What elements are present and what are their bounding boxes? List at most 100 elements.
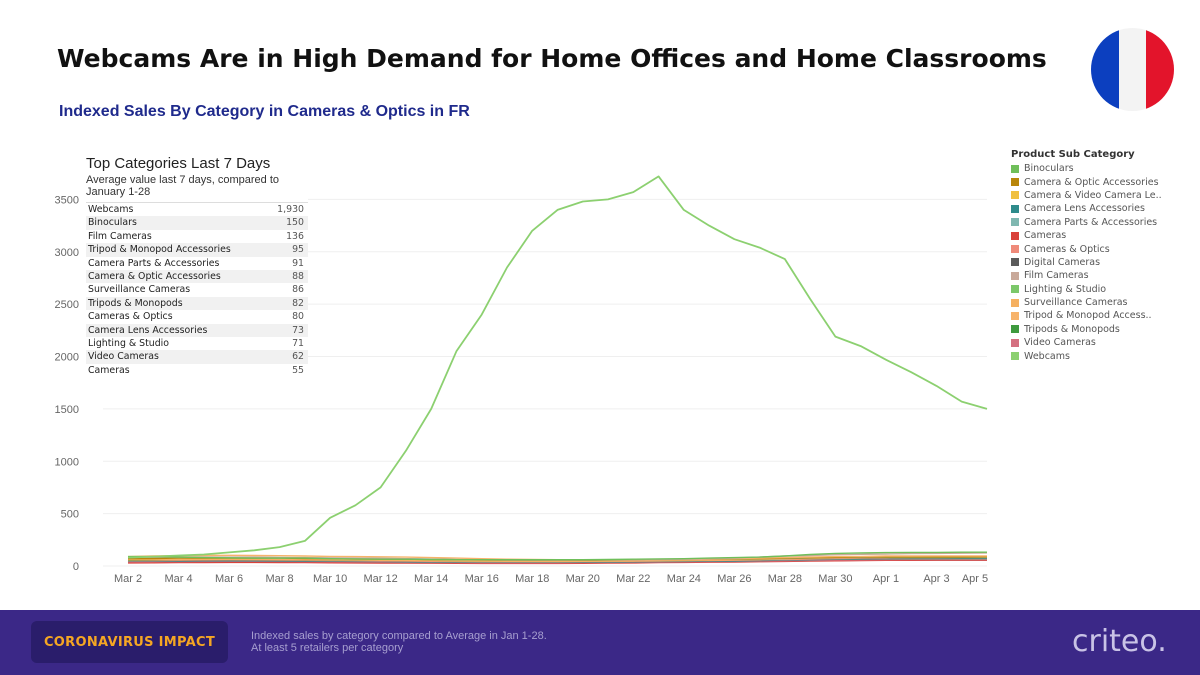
table-row-value: 91: [292, 257, 304, 269]
table-row-value: 88: [292, 270, 304, 282]
top-categories-title: Top Categories Last 7 Days: [86, 155, 271, 172]
table-row-name: Cameras: [88, 364, 130, 376]
coronavirus-impact-badge: CORONAVIRUS IMPACT: [31, 621, 228, 663]
x-tick-label: Mar 8: [266, 573, 294, 585]
table-row-value: 80: [292, 311, 304, 323]
legend-item[interactable]: Lighting & Studio: [1011, 283, 1162, 296]
y-axis: 0 500 1000 1500 2000 2500 3000 3500: [55, 194, 79, 573]
x-tick-label: Mar 24: [667, 573, 701, 585]
x-tick-label: Mar 6: [215, 573, 243, 585]
legend-item[interactable]: Digital Cameras: [1011, 256, 1162, 269]
table-row: Cameras 55: [86, 363, 308, 378]
x-tick-label: Mar 30: [818, 573, 852, 585]
x-tick-label: Apr 3: [923, 573, 949, 585]
table-row-name: Tripod & Monopod Accessories: [88, 244, 231, 256]
table-row: Surveillance Cameras 86: [86, 283, 308, 297]
table-row: Binoculars 150: [86, 216, 308, 230]
legend: Product Sub Category Binoculars Camera & …: [1011, 149, 1162, 363]
table-row: Camera Lens Accessories 73: [86, 323, 308, 337]
table-row-value: 136: [286, 230, 304, 242]
x-tick-label: Mar 20: [566, 573, 600, 585]
legend-label: Film Cameras: [1024, 270, 1089, 282]
legend-item[interactable]: Camera & Video Camera Le..: [1011, 189, 1162, 202]
table-row-value: 71: [292, 337, 304, 349]
table-row-name: Binoculars: [88, 217, 137, 229]
legend-item[interactable]: Surveillance Cameras: [1011, 296, 1162, 309]
table-row: Tripods & Monopods 82: [86, 296, 308, 311]
legend-item[interactable]: Video Cameras: [1011, 336, 1162, 349]
table-row-value: 150: [286, 217, 304, 229]
legend-swatch: [1011, 164, 1019, 173]
table-row-name: Camera & Optic Accessories: [88, 270, 221, 282]
table-row-value: 62: [292, 351, 304, 363]
legend-label: Camera Parts & Accessories: [1024, 216, 1158, 228]
x-tick-label: Mar 22: [616, 573, 650, 585]
table-row-value: 73: [292, 324, 304, 336]
x-tick-label: Mar 16: [465, 573, 499, 585]
legend-label: Tripods & Monopods: [1024, 323, 1120, 335]
legend-items: Binoculars Camera & Optic Accessories Came…: [1011, 162, 1162, 363]
legend-item[interactable]: Tripods & Monopods: [1011, 323, 1162, 336]
table-row: Cameras & Optics 80: [86, 310, 308, 324]
table-row-value: 95: [292, 244, 304, 256]
legend-label: Binoculars: [1024, 163, 1074, 175]
legend-item[interactable]: Camera & Optic Accessories: [1011, 175, 1162, 188]
legend-item[interactable]: Cameras & Optics: [1011, 242, 1162, 255]
legend-item[interactable]: Camera Lens Accessories: [1011, 202, 1162, 215]
x-tick-label: Mar 18: [515, 573, 549, 585]
legend-label: Cameras & Optics: [1024, 243, 1110, 255]
chart-series: [127, 175, 988, 565]
legend-item[interactable]: Tripod & Monopod Access..: [1011, 309, 1162, 322]
legend-swatch: [1011, 285, 1019, 294]
table-row-value: 86: [292, 284, 304, 296]
legend-swatch: [1011, 218, 1019, 227]
series-line-webcams[interactable]: [127, 175, 988, 559]
table-row: Tripod & Monopod Accessories 95: [86, 243, 308, 257]
table-row-name: Lighting & Studio: [88, 337, 170, 349]
legend-label: Cameras: [1024, 230, 1067, 242]
x-tick-label: Mar 26: [717, 573, 751, 585]
legend-swatch: [1011, 191, 1019, 200]
legend-label: Tripod & Monopod Access..: [1024, 310, 1152, 322]
series-line-binoculars[interactable]: [128, 551, 987, 561]
criteo-logo: criteo.: [1072, 624, 1167, 659]
x-tick-label: Mar 12: [364, 573, 398, 585]
table-row: Lighting & Studio 71: [86, 336, 308, 351]
table-row-name: Webcams: [88, 204, 134, 215]
table-row-name: Cameras & Optics: [88, 311, 173, 323]
y-tick-label: 3000: [55, 247, 79, 259]
x-tick-label: Mar 10: [313, 573, 347, 585]
table-row-name: Camera Parts & Accessories: [88, 257, 220, 269]
flag-white-stripe: [1118, 28, 1147, 111]
legend-item[interactable]: Cameras: [1011, 229, 1162, 242]
legend-label: Camera & Video Camera Le..: [1024, 189, 1162, 201]
table-row-name: Video Cameras: [88, 351, 159, 363]
badge-label: CORONAVIRUS IMPACT: [43, 634, 216, 650]
legend-swatch: [1011, 245, 1019, 254]
x-tick-label: Mar 14: [414, 573, 448, 585]
y-tick-label: 2500: [55, 299, 79, 311]
y-tick-label: 500: [61, 509, 79, 521]
legend-item[interactable]: Film Cameras: [1011, 269, 1162, 282]
legend-swatch: [1011, 271, 1019, 280]
legend-swatch: [1011, 298, 1019, 307]
legend-swatch: [1011, 231, 1019, 240]
legend-item[interactable]: Binoculars: [1011, 162, 1162, 175]
page-title: Webcams Are in High Demand for Home Offi…: [57, 44, 1047, 73]
table-row-value: 55: [292, 364, 304, 376]
legend-swatch: [1011, 311, 1019, 320]
table-row: Webcams 1,930: [86, 203, 308, 217]
top-categories-note-line1: Average value last 7 days, compared to: [86, 174, 280, 186]
top-categories-rows: Webcams 1,930 Binoculars 150 Film Cameras 136…: [86, 202, 308, 378]
legend-item[interactable]: Camera Parts & Accessories: [1011, 216, 1162, 229]
table-row: Camera Parts & Accessories 91: [86, 256, 308, 270]
legend-label: Camera Lens Accessories: [1024, 203, 1145, 215]
top-categories-note-line2: January 1-28: [86, 186, 151, 198]
legend-swatch: [1011, 338, 1019, 347]
legend-item[interactable]: Webcams: [1011, 349, 1162, 362]
table-row-name: Camera Lens Accessories: [88, 324, 208, 336]
legend-swatch: [1011, 258, 1019, 267]
legend-label: Lighting & Studio: [1024, 283, 1107, 295]
top-categories-table: Top Categories Last 7 Days Average value…: [86, 155, 308, 378]
